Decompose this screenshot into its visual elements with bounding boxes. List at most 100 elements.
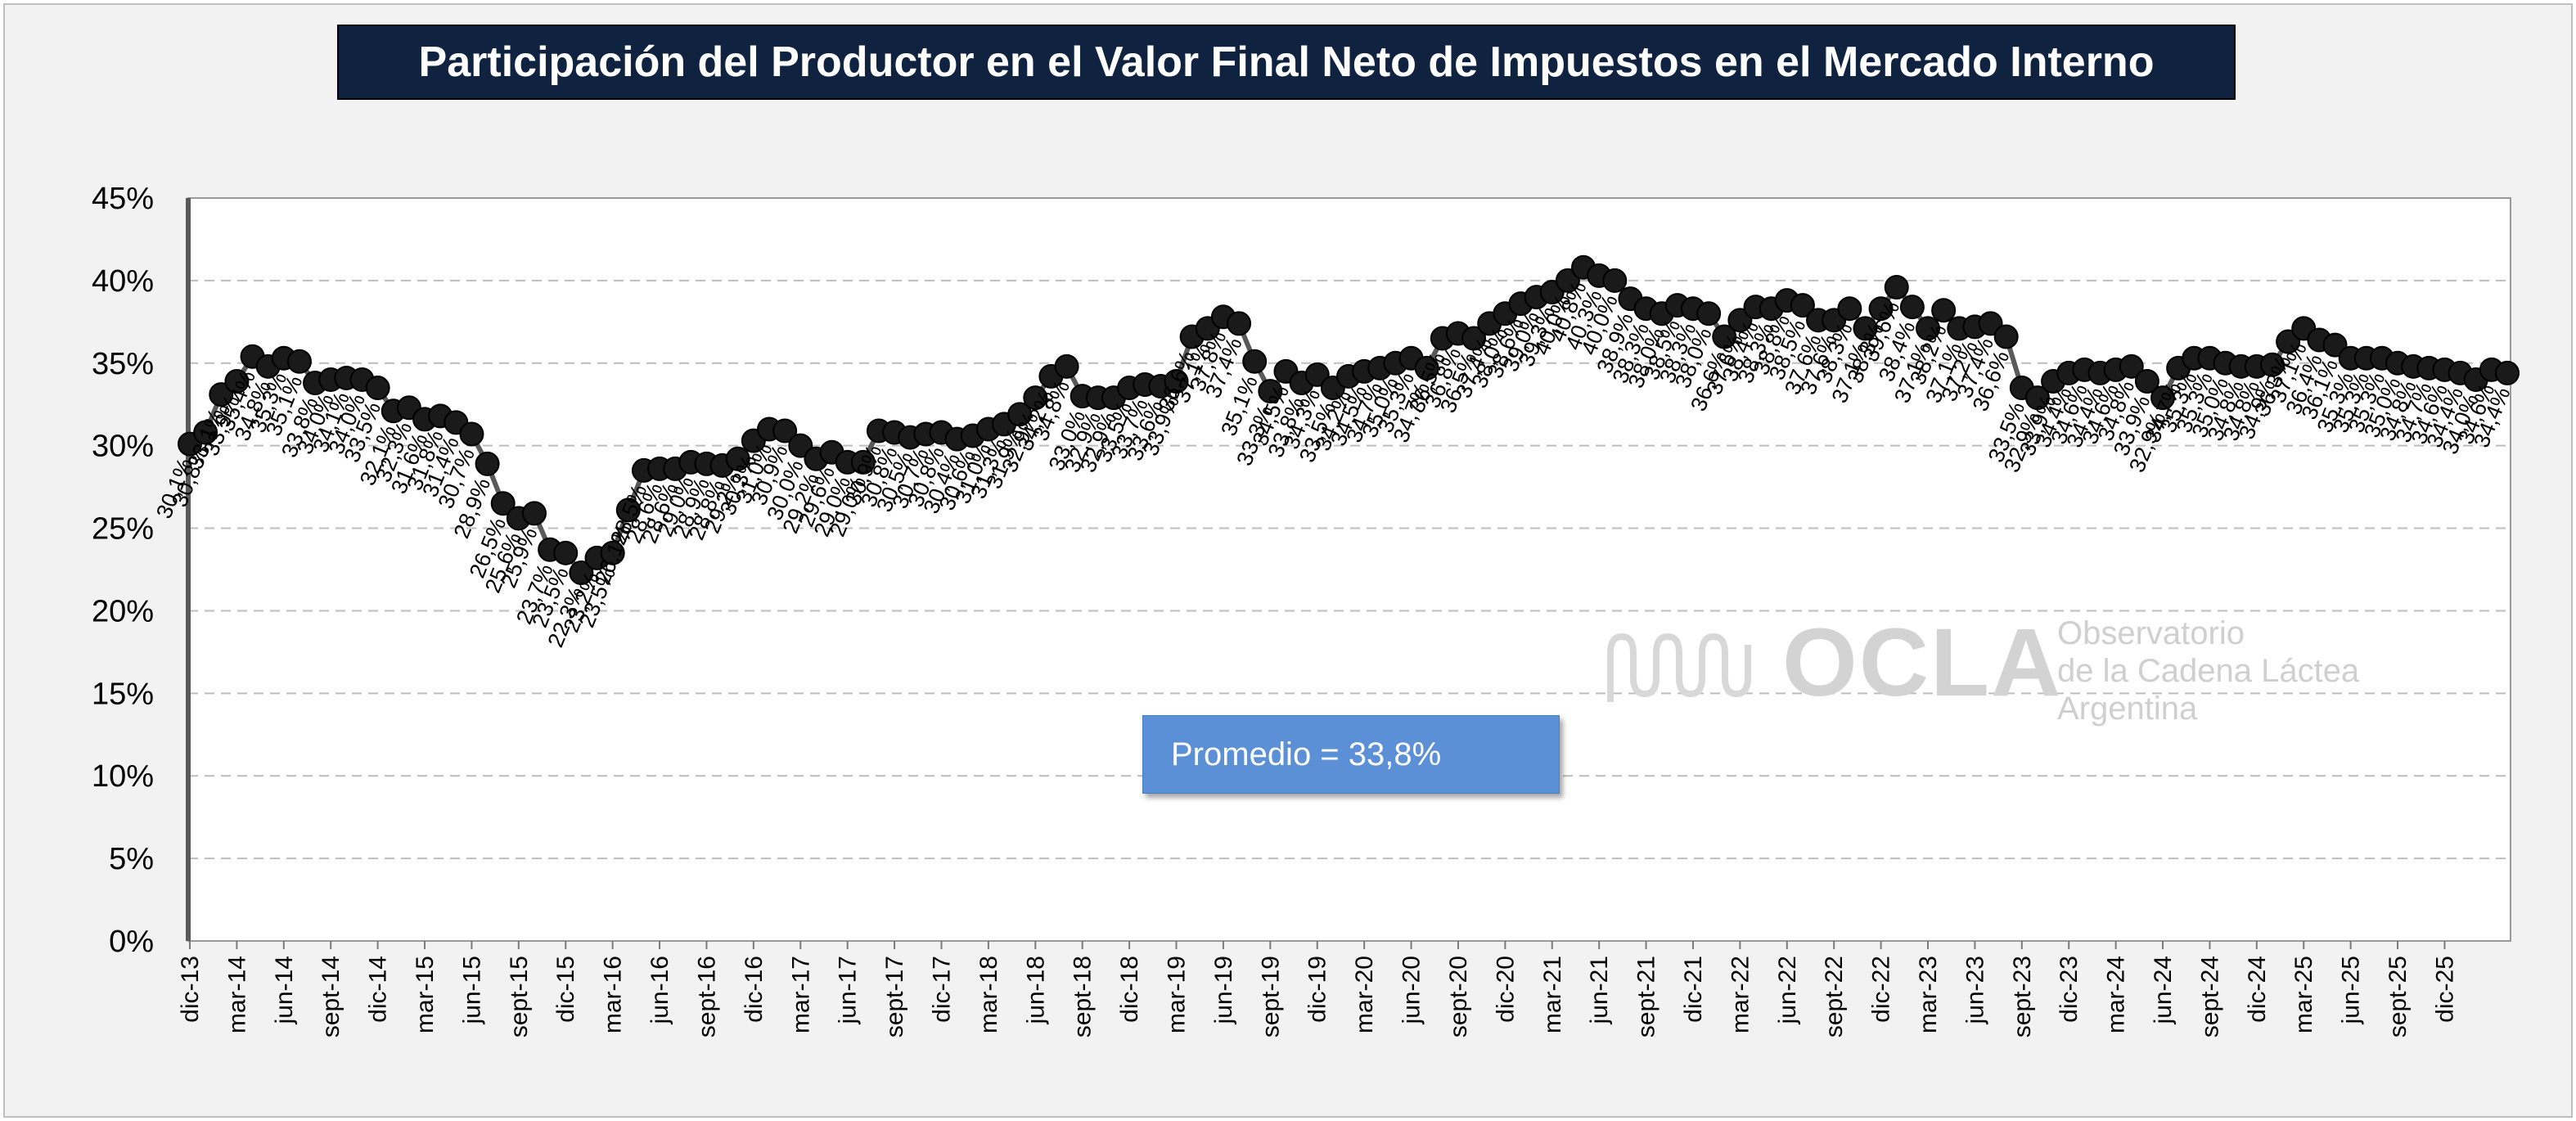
x-tick-label: dic-19 bbox=[1304, 956, 1331, 1023]
x-tick-label: dic-21 bbox=[1680, 956, 1707, 1023]
x-tick-label: jun-25 bbox=[2338, 956, 2365, 1024]
data-point bbox=[850, 449, 876, 475]
x-tick-label: mar-17 bbox=[787, 956, 814, 1033]
x-tick-label: dic-20 bbox=[1492, 956, 1519, 1023]
data-point bbox=[1931, 298, 1957, 323]
data-point bbox=[224, 368, 250, 394]
x-tick-label: mar-24 bbox=[2103, 956, 2130, 1033]
series-markers bbox=[178, 254, 2520, 586]
data-point bbox=[1054, 353, 1079, 379]
x-tick-label: sept-24 bbox=[2196, 956, 2223, 1038]
data-point bbox=[1978, 311, 2003, 336]
x-tick-label: mar-19 bbox=[1164, 956, 1191, 1033]
x-tick-label: mar-16 bbox=[600, 956, 627, 1033]
x-tick-label: jun-23 bbox=[1961, 956, 1988, 1024]
x-tick-label: mar-23 bbox=[1915, 956, 1942, 1033]
data-labels: 30,1%30,8%33,1%33,9%35,4%34,8%35,3%35,1%… bbox=[151, 278, 2515, 651]
x-tick-label: dic-18 bbox=[1116, 956, 1143, 1023]
data-point bbox=[1242, 349, 1268, 374]
y-axis: 0% 5% 10% 15% 20% 25% 30% 35% 40% 45% bbox=[92, 182, 191, 959]
x-tick-label: jun-15 bbox=[458, 956, 485, 1024]
x-tick-label: sept-23 bbox=[2009, 956, 2036, 1038]
data-point bbox=[1414, 355, 1439, 380]
data-point bbox=[365, 376, 390, 401]
data-point bbox=[475, 451, 500, 476]
x-tick-label: jun-16 bbox=[646, 956, 673, 1024]
data-point bbox=[1868, 296, 1894, 322]
x-tick-label: sept-19 bbox=[1257, 956, 1284, 1038]
x-tick-label: jun-20 bbox=[1398, 956, 1425, 1024]
data-point bbox=[1304, 362, 1330, 387]
x-tick-label: dic-14 bbox=[365, 956, 392, 1023]
data-point bbox=[2259, 352, 2285, 377]
data-point bbox=[725, 446, 750, 471]
logo-line-2: de la Cadena Láctea bbox=[2057, 653, 2360, 689]
data-point bbox=[1916, 316, 1940, 341]
data-point bbox=[2150, 385, 2176, 411]
data-point bbox=[1853, 316, 1878, 341]
x-tick-label: dic-15 bbox=[552, 956, 579, 1023]
data-point bbox=[1164, 368, 1189, 394]
logo-line-3: Argentina bbox=[2057, 691, 2198, 727]
data-point bbox=[1555, 268, 1580, 293]
y-tick-label: 30% bbox=[92, 430, 154, 464]
x-tick-label: jun-19 bbox=[1210, 956, 1237, 1024]
data-point bbox=[1258, 379, 1283, 404]
y-tick-label: 15% bbox=[92, 677, 154, 711]
x-tick-label: dic-25 bbox=[2431, 956, 2458, 1023]
data-point bbox=[1007, 402, 1033, 427]
logo-line-1: Observatorio bbox=[2057, 615, 2245, 651]
logo-wordmark: OCLA bbox=[1782, 609, 2063, 717]
data-point bbox=[1727, 308, 1753, 333]
x-tick-label: mar-14 bbox=[223, 956, 250, 1033]
data-point bbox=[193, 420, 218, 445]
data-point bbox=[459, 421, 484, 447]
ocla-logo: OCLA Observatorio de la Cadena Láctea Ar… bbox=[1604, 609, 2430, 743]
average-box: Promedio = 33,8% bbox=[1142, 715, 1560, 794]
data-point bbox=[788, 433, 813, 458]
data-point bbox=[1899, 295, 1925, 320]
data-point bbox=[1227, 311, 1252, 336]
data-point bbox=[553, 540, 579, 565]
data-point bbox=[209, 382, 234, 407]
data-point bbox=[2119, 353, 2144, 379]
x-tick-label: mar-25 bbox=[2290, 956, 2317, 1033]
data-point bbox=[1884, 274, 1909, 299]
x-tick-label: jun-18 bbox=[1022, 956, 1049, 1024]
data-point bbox=[2024, 385, 2050, 411]
ocla-wave-icon bbox=[1607, 633, 1751, 702]
x-tick-label: sept-15 bbox=[506, 956, 533, 1038]
x-tick-label: mar-15 bbox=[412, 956, 439, 1033]
data-point bbox=[490, 491, 516, 516]
x-tick-label: sept-18 bbox=[1070, 956, 1097, 1038]
data-point bbox=[521, 501, 547, 526]
data-point bbox=[1696, 301, 1722, 326]
x-tick-label: mar-18 bbox=[975, 956, 1002, 1033]
x-tick-label: jun-22 bbox=[1774, 956, 1801, 1024]
x-tick-label: sept-16 bbox=[693, 956, 720, 1038]
x-tick-label: dic-13 bbox=[177, 956, 204, 1023]
data-point bbox=[286, 349, 312, 374]
x-tick-label: sept-20 bbox=[1445, 956, 1472, 1038]
x-tick-label: mar-22 bbox=[1727, 956, 1754, 1033]
data-point bbox=[600, 540, 625, 565]
data-point bbox=[1461, 326, 1487, 351]
x-tick-label: dic-23 bbox=[2056, 956, 2083, 1023]
x-tick-label: jun-21 bbox=[1586, 956, 1613, 1024]
x-tick-label: jun-24 bbox=[2150, 956, 2177, 1024]
data-point bbox=[2495, 360, 2520, 385]
y-tick-label: 40% bbox=[92, 264, 154, 299]
x-tick-label: sept-14 bbox=[317, 956, 345, 1038]
data-point bbox=[1023, 385, 1048, 411]
y-tick-label: 10% bbox=[92, 759, 154, 794]
data-point bbox=[1837, 296, 1862, 322]
data-point bbox=[569, 560, 594, 586]
x-tick-label: dic-17 bbox=[928, 956, 955, 1023]
x-tick-label: sept-17 bbox=[881, 956, 908, 1038]
x-tick-label: dic-24 bbox=[2244, 956, 2271, 1023]
y-tick-label: 45% bbox=[92, 182, 154, 216]
chart-title: Participación del Productor en el Valor … bbox=[337, 25, 2236, 100]
x-tick-label: mar-21 bbox=[1539, 956, 1566, 1033]
y-tick-label: 5% bbox=[109, 842, 154, 876]
data-point bbox=[1712, 324, 1737, 349]
